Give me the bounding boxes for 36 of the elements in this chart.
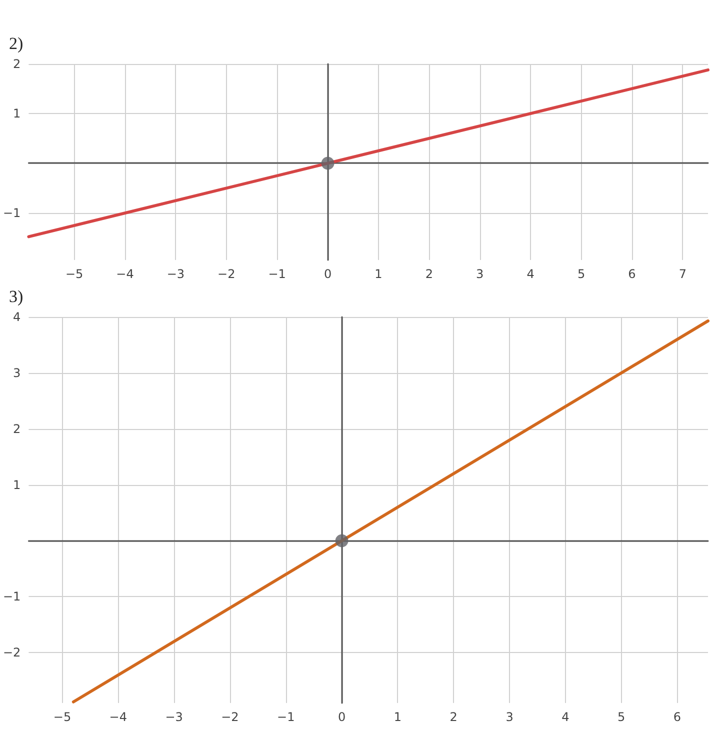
- x-tick-label: −3: [166, 267, 185, 281]
- y-tick-label: 2: [13, 422, 21, 436]
- x-tick-label: 3: [476, 267, 484, 281]
- x-tick-label: 4: [526, 267, 534, 281]
- x-tick-label: −4: [116, 267, 134, 281]
- x-tick-label: 0: [338, 710, 346, 724]
- x-tick-label: −5: [53, 710, 72, 724]
- x-tick-label: 1: [374, 267, 382, 281]
- chart-title: 3): [9, 287, 24, 306]
- y-tick-label: −1: [2, 590, 21, 604]
- x-tick-label: −3: [165, 710, 183, 724]
- y-tick-label: −1: [2, 206, 21, 220]
- x-tick-label: 1: [394, 710, 402, 724]
- x-tick-label: −4: [109, 710, 127, 724]
- x-tick-label: 6: [628, 267, 636, 281]
- x-tick-label: −5: [65, 267, 84, 281]
- x-tick-label: 2: [425, 267, 433, 281]
- y-tick-label: 2: [13, 57, 21, 71]
- x-tick-label: −1: [268, 267, 286, 281]
- chart-title: 2): [9, 34, 24, 53]
- y-tick-label: 1: [13, 106, 21, 121]
- x-tick-label: 0: [324, 267, 332, 281]
- x-tick-label: 5: [618, 710, 626, 724]
- x-tick-label: −1: [277, 710, 295, 724]
- x-tick-label: 6: [673, 710, 682, 724]
- y-tick-label: 4: [13, 310, 21, 324]
- y-tick-label: −2: [2, 646, 21, 660]
- y-tick-label: 3: [13, 366, 21, 380]
- x-tick-label: 7: [678, 267, 686, 281]
- x-tick-label: 4: [562, 710, 570, 724]
- x-tick-label: −2: [218, 267, 236, 281]
- x-tick-label: 5: [577, 267, 586, 281]
- y-tick-label: 1: [13, 478, 21, 492]
- x-tick-label: 3: [506, 710, 514, 724]
- x-tick-label: 2: [450, 710, 458, 724]
- x-tick-label: −2: [221, 710, 239, 724]
